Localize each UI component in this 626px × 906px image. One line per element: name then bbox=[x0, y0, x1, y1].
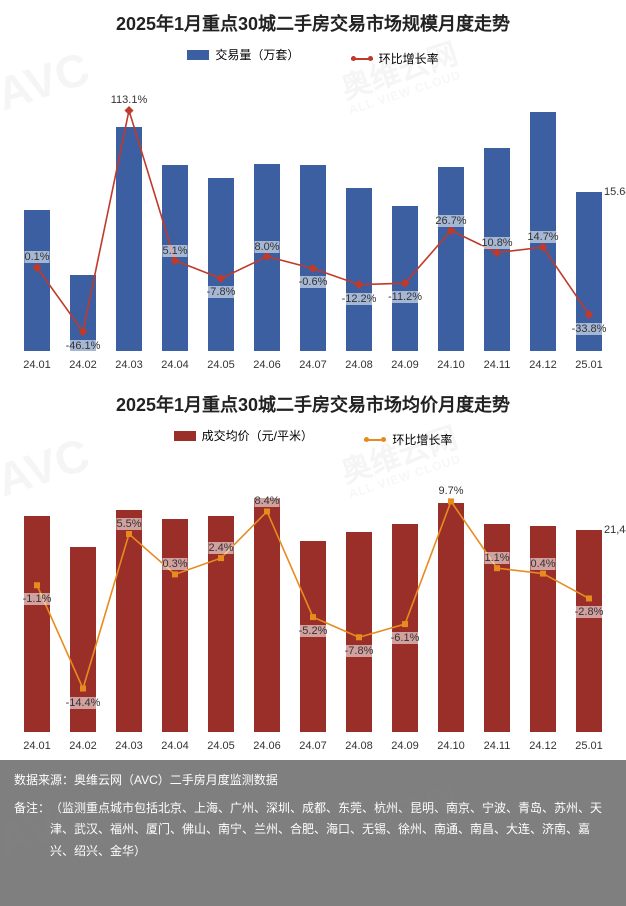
chart2-plot: 24.01 24.02 24.03 24.04 24.05 24.06 24.07 24.08… bbox=[14, 454, 612, 754]
chart1-title: 2025年1月重点30城二手房交易市场规模月度走势 bbox=[14, 10, 612, 36]
x-axis-label: 24.07 bbox=[299, 740, 327, 752]
line-data-label: -12.2% bbox=[342, 293, 377, 305]
chart2-legend: 成交均价（元/平米） 环比增长率 bbox=[14, 427, 612, 448]
line-data-label: -33.8% bbox=[572, 323, 607, 335]
legend-label: 环比增长率 bbox=[379, 50, 439, 67]
x-axis-label: 24.05 bbox=[207, 740, 235, 752]
line-data-label: 26.7% bbox=[435, 215, 466, 227]
chart2-title: 2025年1月重点30城二手房交易市场均价月度走势 bbox=[14, 391, 612, 417]
bar-swatch bbox=[187, 50, 209, 60]
x-axis-label: 24.11 bbox=[484, 740, 511, 752]
line-data-label: 8.4% bbox=[254, 495, 279, 507]
legend-item-line: 环比增长率 bbox=[351, 50, 439, 67]
x-axis-label: 24.03 bbox=[115, 740, 143, 752]
chart-price: 2025年1月重点30城二手房交易市场均价月度走势 成交均价（元/平米） 环比增… bbox=[0, 391, 626, 754]
bar-value-label: 21,449 bbox=[604, 524, 626, 536]
line-data-label: 0.4% bbox=[530, 558, 555, 570]
line-data-label: 0.1% bbox=[24, 251, 49, 263]
line-data-label: -5.2% bbox=[299, 625, 328, 637]
line-data-label: -0.6% bbox=[299, 276, 328, 288]
legend-item-bar: 成交均价（元/平米） bbox=[174, 427, 313, 444]
x-axis-label: 24.10 bbox=[437, 359, 465, 371]
x-axis-label: 25.01 bbox=[575, 359, 603, 371]
x-axis-label: 24.06 bbox=[253, 359, 281, 371]
line-swatch bbox=[364, 439, 386, 441]
x-axis-label: 24.08 bbox=[345, 359, 373, 371]
line-data-label: 8.0% bbox=[254, 241, 279, 253]
x-axis-label: 24.04 bbox=[161, 740, 189, 752]
x-axis-label: 24.05 bbox=[207, 359, 235, 371]
line-data-label: -6.1% bbox=[391, 632, 420, 644]
line-data-label: -1.1% bbox=[23, 593, 52, 605]
note-text: （监测重点城市包括北京、上海、广州、深圳、成都、东莞、杭州、昆明、南京、宁波、青… bbox=[50, 798, 612, 863]
legend-item-bar: 交易量（万套） bbox=[187, 46, 299, 63]
chart-volume: 2025年1月重点30城二手房交易市场规模月度走势 交易量（万套） 环比增长率 … bbox=[0, 10, 626, 373]
x-axis-label: 24.03 bbox=[115, 359, 143, 371]
x-axis-label: 24.10 bbox=[437, 740, 465, 752]
x-axis-label: 25.01 bbox=[575, 740, 603, 752]
x-axis-label: 24.04 bbox=[161, 359, 189, 371]
line-data-label: 0.3% bbox=[162, 558, 187, 570]
footer: 数据来源： 奥维云网（AVC）二手房月度监测数据 备注： （监测重点城市包括北京… bbox=[0, 760, 626, 906]
line-data-label: -2.8% bbox=[575, 606, 604, 618]
x-axis-label: 24.09 bbox=[391, 740, 419, 752]
x-axis-label: 24.01 bbox=[23, 740, 51, 752]
line-data-label: 5.5% bbox=[116, 518, 141, 530]
line-data-label: -11.2% bbox=[388, 291, 422, 303]
x-axis-label: 24.12 bbox=[529, 359, 557, 371]
x-axis-label: 24.11 bbox=[484, 359, 511, 371]
line-data-label: 14.7% bbox=[527, 231, 558, 243]
footer-note: 备注： （监测重点城市包括北京、上海、广州、深圳、成都、东莞、杭州、昆明、南京、… bbox=[14, 798, 612, 863]
bar-swatch bbox=[174, 431, 196, 441]
line-data-label: -14.4% bbox=[66, 697, 101, 709]
x-axis-label: 24.06 bbox=[253, 740, 281, 752]
x-axis-label: 24.12 bbox=[529, 740, 557, 752]
line-data-label: 2.4% bbox=[208, 542, 233, 554]
legend-item-line: 环比增长率 bbox=[364, 431, 452, 448]
source-label: 数据来源： bbox=[14, 770, 74, 792]
note-label: 备注： bbox=[14, 798, 50, 863]
x-axis-label: 24.02 bbox=[69, 740, 97, 752]
bar-value-label: 15.64 bbox=[604, 186, 626, 198]
x-axis-label: 24.09 bbox=[391, 359, 419, 371]
x-axis-label: 24.02 bbox=[69, 359, 97, 371]
line-data-label: -46.1% bbox=[66, 340, 101, 352]
chart1-legend: 交易量（万套） 环比增长率 bbox=[14, 46, 612, 67]
line-data-label: 1.1% bbox=[484, 552, 509, 564]
legend-label: 成交均价（元/平米） bbox=[202, 427, 313, 444]
line-data-label: 9.7% bbox=[438, 485, 463, 497]
line-data-label: 10.8% bbox=[481, 237, 512, 249]
x-axis-label: 24.08 bbox=[345, 740, 373, 752]
source-text: 奥维云网（AVC）二手房月度监测数据 bbox=[74, 770, 612, 792]
line-data-label: 5.1% bbox=[162, 245, 187, 257]
x-axis-label: 24.01 bbox=[23, 359, 51, 371]
chart1-plot: 24.01 24.02 24.03 24.04 24.05 24.06 24.07 24.08… bbox=[14, 73, 612, 373]
line-data-label: -7.8% bbox=[345, 645, 374, 657]
line-data-label: -7.8% bbox=[207, 286, 236, 298]
footer-source: 数据来源： 奥维云网（AVC）二手房月度监测数据 bbox=[14, 770, 612, 792]
line-swatch bbox=[351, 58, 373, 60]
x-axis-label: 24.07 bbox=[299, 359, 327, 371]
line-data-label: 113.1% bbox=[111, 94, 148, 106]
legend-label: 交易量（万套） bbox=[215, 46, 299, 63]
legend-label: 环比增长率 bbox=[392, 431, 452, 448]
